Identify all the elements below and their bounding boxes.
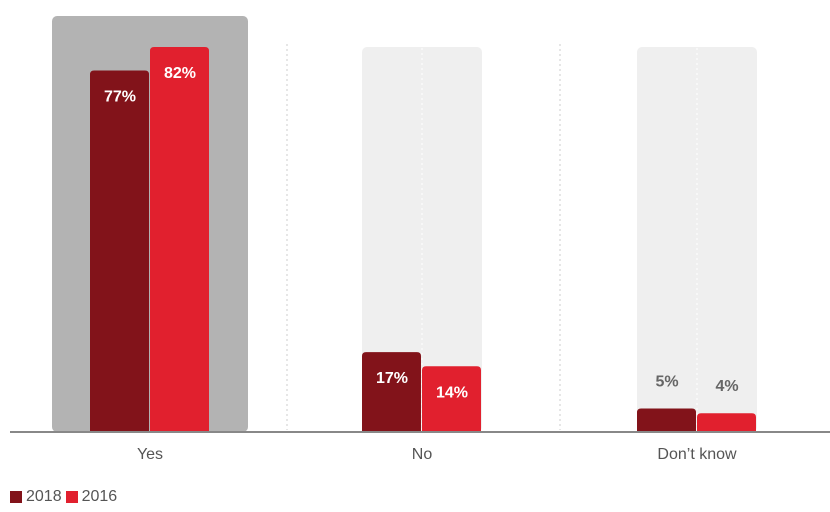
value-label-2016-yes: 82%	[164, 65, 196, 82]
legend-swatch-2016	[66, 491, 78, 503]
legend-item-2018: 2018	[10, 488, 62, 506]
value-label-2016-no: 14%	[436, 384, 468, 401]
bar-2018-yes	[90, 70, 149, 432]
bar-2016-yes	[150, 47, 209, 432]
legend-label-2016: 2016	[82, 488, 118, 506]
value-label-2016-don-t-know: 4%	[715, 378, 738, 395]
legend-swatch-2018	[10, 491, 22, 503]
value-label-2018-don-t-know: 5%	[655, 374, 678, 391]
bar-chart: Yes 77% 82% No 17% 14% Don’t know 5% 4%	[0, 0, 830, 480]
value-label-2018-yes: 77%	[104, 88, 136, 105]
legend: 2018 2016	[10, 488, 121, 506]
value-label-2018-no: 17%	[376, 370, 408, 387]
legend-item-2016: 2016	[66, 488, 118, 506]
category-label-yes: Yes	[137, 446, 163, 463]
category-label-no: No	[412, 446, 433, 463]
bar-2018-don-t-know	[637, 409, 696, 432]
bar-2016-don-t-know	[697, 413, 756, 432]
legend-label-2018: 2018	[26, 488, 62, 506]
bar-2018-no	[362, 352, 421, 432]
category-label-don-t-know: Don’t know	[657, 446, 737, 463]
